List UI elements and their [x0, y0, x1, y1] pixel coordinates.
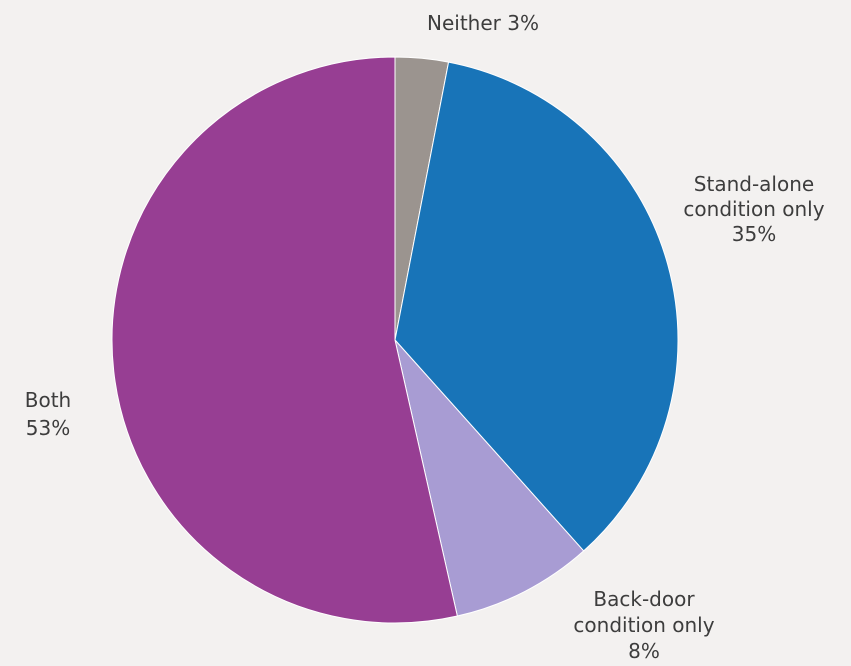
slice-label-line: Stand-alone	[694, 172, 814, 196]
slice-label-line: 8%	[628, 639, 660, 663]
pie-slices	[112, 57, 678, 623]
slice-label-line: Both	[25, 388, 71, 412]
slice-label-line: condition only	[683, 197, 824, 221]
slice-label-neither: Neither 3%	[427, 11, 539, 35]
slice-label-both: Both 53%	[25, 388, 71, 440]
slice-label-line: 53%	[26, 416, 70, 440]
slice-label-line: condition only	[573, 613, 714, 637]
slice-label-line: Neither 3%	[427, 11, 539, 35]
slice-label-stand-alone-condition-only: Stand-alone condition only 35%	[683, 172, 824, 246]
slice-label-line: 35%	[732, 222, 776, 246]
slice-label-back-door-condition-only: Back-door condition only 8%	[573, 587, 714, 663]
slice-label-line: Back-door	[593, 587, 695, 611]
